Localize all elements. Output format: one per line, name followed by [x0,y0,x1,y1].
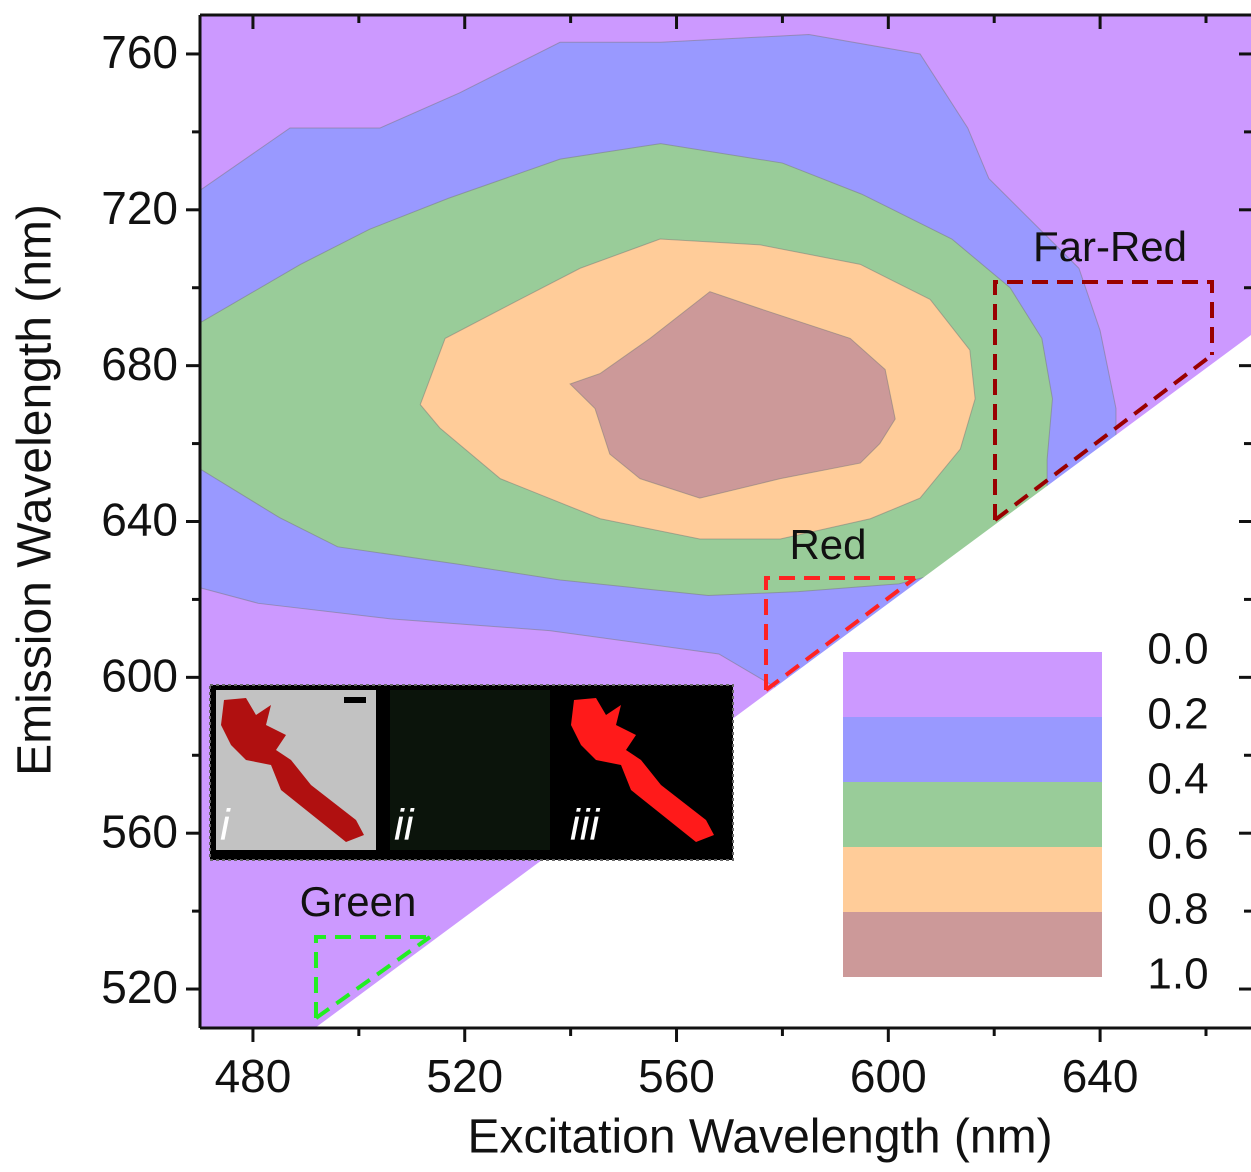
inset-panel [390,690,550,850]
annotation-label: Green [300,878,417,925]
legend-label: 0.0 [1147,625,1208,674]
x-tick-label: 600 [850,1050,927,1102]
annotation-label: Red [789,521,866,568]
x-tick-label: 560 [638,1050,715,1102]
x-tick-label: 480 [215,1050,292,1102]
legend-label: 1.0 [1147,950,1208,999]
legend-swatch [843,782,1102,847]
legend-swatch [843,847,1102,912]
y-tick-label: 520 [101,961,178,1013]
legend-swatch [843,912,1102,977]
legend-label: 0.4 [1147,755,1208,804]
legend-label: 0.6 [1147,820,1208,869]
y-tick-label: 680 [101,338,178,390]
x-tick-label: 640 [1062,1050,1139,1102]
x-tick-label: 520 [426,1050,503,1102]
inset-label: ii [394,801,415,850]
y-tick-label: 600 [101,650,178,702]
scale-bar [344,697,366,703]
y-tick-label: 760 [101,26,178,78]
y-tick-label: 640 [101,494,178,546]
chart: 480 520 560 600 640 520 560 600 640 680 720 760 Far-… [0,0,1251,1172]
legend-label: 0.8 [1147,885,1208,934]
y-axis-label: Emission Wavelength (nm) [9,204,62,776]
annotation-label: Far-Red [1033,223,1187,270]
inset-label: i [220,801,231,850]
y-tick-label: 720 [101,182,178,234]
legend-swatch [843,717,1102,782]
inset-label: iii [570,801,601,850]
x-axis-label: Excitation Wavelength (nm) [467,1111,1052,1164]
legend-label: 0.2 [1147,690,1208,739]
legend-swatch [843,652,1102,717]
y-tick-label: 560 [101,805,178,857]
